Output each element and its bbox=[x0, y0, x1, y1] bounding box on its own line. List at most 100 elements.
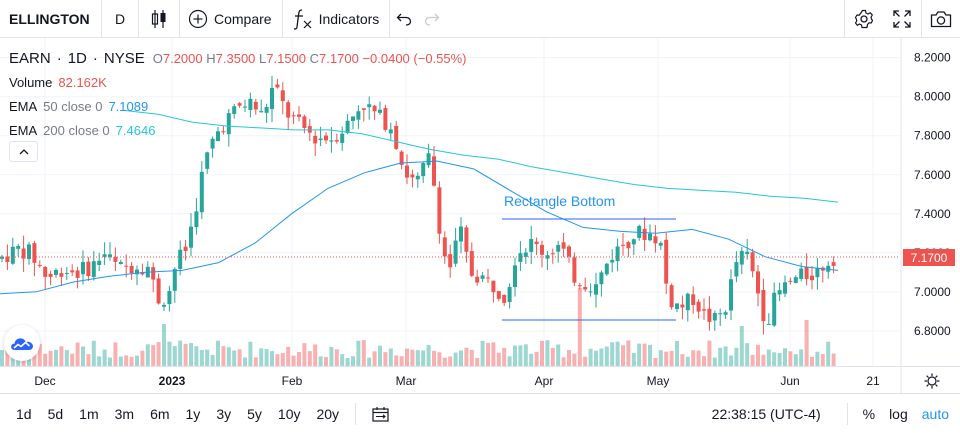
candle-body bbox=[567, 246, 571, 257]
volume-bar bbox=[550, 347, 555, 366]
volume-bar bbox=[421, 350, 426, 366]
candles bbox=[0, 75, 836, 335]
candle-body bbox=[831, 262, 836, 266]
volume-bar bbox=[307, 351, 312, 366]
range-1d[interactable]: 1d bbox=[16, 405, 32, 422]
volume-bar bbox=[594, 350, 598, 366]
fx-icon bbox=[293, 8, 312, 30]
legend-ema50-row[interactable]: EMA 50 close 0 7.1089 bbox=[9, 94, 467, 118]
volume-bar bbox=[480, 340, 485, 366]
candle-body bbox=[453, 240, 458, 264]
volume-bar bbox=[264, 349, 269, 366]
calendar-range-icon bbox=[372, 406, 389, 422]
candle-body bbox=[756, 271, 760, 294]
range-5y[interactable]: 5y bbox=[247, 405, 262, 422]
redo-button[interactable] bbox=[418, 0, 446, 38]
legend-collapse-button[interactable] bbox=[9, 141, 38, 162]
symbol-search[interactable]: ELLINGTON bbox=[9, 10, 90, 27]
volume-bar bbox=[216, 340, 220, 366]
candle-body bbox=[696, 301, 701, 312]
volume-bar bbox=[383, 352, 388, 366]
range-6m[interactable]: 6m bbox=[150, 405, 170, 422]
candle-body bbox=[405, 165, 409, 178]
fullscreen-icon bbox=[893, 10, 911, 28]
candle-body bbox=[442, 237, 447, 257]
candle-body bbox=[129, 265, 134, 274]
auto-scale-button[interactable]: auto bbox=[921, 405, 949, 422]
candle-body bbox=[108, 254, 112, 258]
volume-bar bbox=[118, 356, 123, 366]
fullscreen-button[interactable] bbox=[883, 0, 921, 38]
legend-symbol[interactable]: EARN bbox=[9, 49, 51, 67]
volume-bar bbox=[583, 356, 588, 366]
chart-type-button[interactable] bbox=[139, 0, 179, 38]
volume-bar bbox=[54, 349, 58, 366]
ema50-line bbox=[0, 160, 839, 295]
range-1y[interactable]: 1y bbox=[185, 405, 201, 422]
settings-button[interactable] bbox=[845, 0, 883, 38]
price-tick-label: 8.0000 bbox=[914, 90, 951, 104]
screenshot-button[interactable] bbox=[922, 0, 960, 38]
compare-button[interactable]: Compare bbox=[180, 0, 282, 38]
volume-bar bbox=[97, 356, 102, 366]
candle-body bbox=[642, 228, 647, 240]
candle-body bbox=[205, 152, 210, 169]
divider bbox=[179, 0, 180, 38]
tradingview-logo[interactable] bbox=[4, 325, 40, 361]
candle-body bbox=[32, 243, 37, 263]
candle-body bbox=[172, 268, 177, 291]
candle-body bbox=[324, 135, 328, 141]
range-3y[interactable]: 3y bbox=[216, 405, 232, 422]
volume-bar bbox=[448, 356, 453, 366]
range-10y[interactable]: 10y bbox=[277, 405, 301, 422]
clock[interactable]: 22:38:15 (UTC-4) bbox=[711, 405, 821, 422]
volume-bar bbox=[685, 356, 690, 366]
axis-settings-button[interactable] bbox=[921, 370, 943, 392]
volume-bar bbox=[653, 357, 658, 366]
volume-bar bbox=[232, 350, 237, 366]
price-chart[interactable]: Rectangle Bottom 6.8000 7.0000 7.2000 7.400… bbox=[0, 38, 960, 366]
range-20y[interactable]: 20y bbox=[316, 405, 340, 422]
low-label: L bbox=[259, 50, 267, 66]
high-value: 7.3500 bbox=[215, 50, 256, 66]
legend-symbol-row: EARN · 1D · NYSE O7.2000 H7.3500 L7.1500… bbox=[9, 49, 467, 67]
candle-body bbox=[469, 251, 474, 276]
legend-ema200-row[interactable]: EMA 200 close 0 7.4646 bbox=[9, 118, 467, 142]
candle-body bbox=[54, 269, 58, 275]
price-axis: 6.80007.00007.20007.40007.60007.80008.00… bbox=[914, 51, 951, 338]
divider bbox=[101, 0, 102, 38]
indicators-button[interactable]: Indicators bbox=[283, 0, 390, 38]
volume-bar bbox=[75, 342, 80, 366]
volume-bar bbox=[189, 343, 193, 366]
date-range-button[interactable] bbox=[364, 394, 398, 433]
compare-label: Compare bbox=[214, 10, 272, 27]
time-axis[interactable]: Dec 2023 Feb Mar Apr May Jun 21 bbox=[0, 366, 960, 394]
legend-interval: 1D bbox=[67, 49, 87, 67]
volume-bar bbox=[669, 350, 674, 366]
volume-bar bbox=[194, 346, 199, 366]
legend-exchange: NYSE bbox=[103, 49, 145, 67]
candle-body bbox=[307, 126, 312, 133]
volume-bar bbox=[432, 350, 436, 366]
volume-bar bbox=[410, 349, 415, 366]
range-1m[interactable]: 1m bbox=[79, 405, 99, 422]
time-axis-labels: Dec 2023 Feb Mar Apr May Jun 21 bbox=[34, 367, 902, 393]
log-scale-button[interactable]: log bbox=[889, 405, 908, 422]
legend-volume-row[interactable]: Volume 82.162K bbox=[9, 70, 467, 94]
range-3m[interactable]: 3m bbox=[114, 405, 135, 422]
candle-body bbox=[648, 233, 652, 241]
volume-bar bbox=[243, 357, 247, 366]
percent-scale-button[interactable]: % bbox=[862, 405, 876, 422]
volume-bar bbox=[318, 356, 323, 366]
undo-button[interactable] bbox=[390, 0, 418, 38]
candle-body bbox=[162, 304, 166, 307]
interval-button[interactable]: D bbox=[114, 10, 126, 27]
volume-bar bbox=[648, 344, 652, 366]
volume-bar bbox=[108, 357, 112, 366]
ema50-value: 7.1089 bbox=[108, 98, 149, 114]
candle-body bbox=[216, 131, 220, 142]
plus-circle-icon bbox=[188, 9, 208, 28]
candle-body bbox=[432, 156, 436, 186]
range-5d[interactable]: 5d bbox=[47, 405, 64, 422]
volume-bar bbox=[302, 343, 307, 366]
